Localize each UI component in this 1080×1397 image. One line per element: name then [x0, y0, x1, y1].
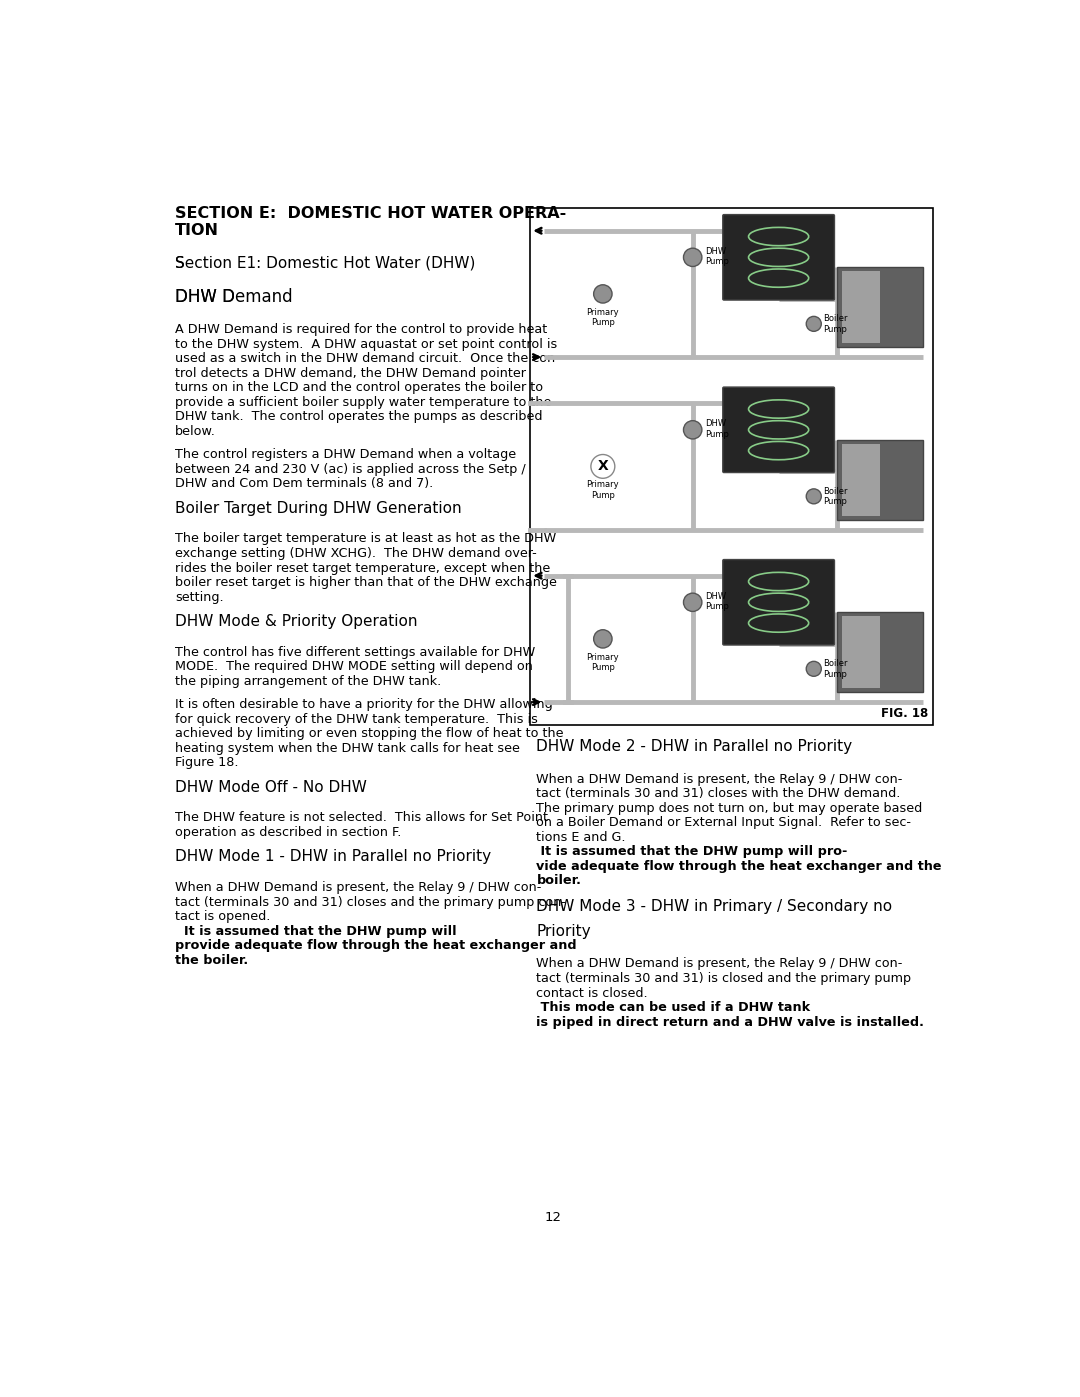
Text: tact is opened.: tact is opened.: [175, 911, 271, 923]
Text: heating system when the DHW tank calls for heat see: heating system when the DHW tank calls f…: [175, 742, 521, 754]
Text: Primary
Pump: Primary Pump: [586, 652, 619, 672]
Circle shape: [684, 594, 702, 612]
Text: S: S: [175, 256, 185, 271]
Text: When a DHW Demand is present, the Relay 9 / DHW con-: When a DHW Demand is present, the Relay …: [537, 957, 903, 971]
Text: X: X: [597, 460, 608, 474]
Text: DHW Mode 1 - DHW in Parallel no Priority: DHW Mode 1 - DHW in Parallel no Priority: [175, 849, 491, 865]
Text: trol detects a DHW demand, the DHW Demand pointer: trol detects a DHW demand, the DHW Deman…: [175, 366, 526, 380]
Text: tact (terminals 30 and 31) is closed and the primary pump: tact (terminals 30 and 31) is closed and…: [537, 972, 912, 985]
FancyBboxPatch shape: [723, 560, 835, 645]
Circle shape: [807, 661, 821, 676]
Text: Boiler Target During DHW Generation: Boiler Target During DHW Generation: [175, 500, 462, 515]
Text: DHW Demand: DHW Demand: [175, 288, 293, 306]
Text: turns on in the LCD and the control operates the boiler to: turns on in the LCD and the control oper…: [175, 381, 543, 394]
Circle shape: [684, 420, 702, 439]
Text: It is often desirable to have a priority for the DHW allowing: It is often desirable to have a priority…: [175, 698, 553, 711]
Text: DHW and Com Dem terminals (8 and 7).: DHW and Com Dem terminals (8 and 7).: [175, 478, 433, 490]
Text: The DHW feature is not selected.  This allows for Set Point: The DHW feature is not selected. This al…: [175, 812, 549, 824]
Text: Figure 18.: Figure 18.: [175, 756, 239, 770]
Bar: [841, 616, 880, 689]
Bar: [837, 440, 923, 520]
Text: MODE.  The required DHW MODE setting will depend on: MODE. The required DHW MODE setting will…: [175, 661, 534, 673]
Text: operation as described in section F.: operation as described in section F.: [175, 826, 402, 840]
Circle shape: [594, 630, 612, 648]
Text: the boiler.: the boiler.: [175, 954, 248, 967]
Text: tact (terminals 30 and 31) closes with the DHW demand.: tact (terminals 30 and 31) closes with t…: [537, 787, 901, 800]
Text: SECTION E:  DOMESTIC HOT WATER OPERA-: SECTION E: DOMESTIC HOT WATER OPERA-: [175, 207, 567, 221]
Text: It is assumed that the DHW pump will pro-: It is assumed that the DHW pump will pro…: [537, 845, 848, 858]
Bar: [837, 612, 923, 692]
Text: DHW
Pump: DHW Pump: [704, 592, 729, 610]
Bar: [530, 208, 933, 725]
Text: tions E and G.: tions E and G.: [537, 831, 626, 844]
Circle shape: [591, 454, 615, 478]
Text: DHW
Pump: DHW Pump: [704, 247, 729, 265]
Text: DHW tank.  The control operates the pumps as described: DHW tank. The control operates the pumps…: [175, 411, 543, 423]
Bar: [837, 267, 923, 346]
Text: The control has five different settings available for DHW: The control has five different settings …: [175, 645, 536, 659]
Text: TION: TION: [175, 222, 219, 237]
Text: provide adequate flow through the heat exchanger and: provide adequate flow through the heat e…: [175, 939, 577, 953]
Text: vide adequate flow through the heat exchanger and the: vide adequate flow through the heat exch…: [537, 861, 942, 873]
FancyBboxPatch shape: [723, 387, 835, 472]
Text: Priority: Priority: [537, 923, 591, 939]
Text: DHW Mode 3 - DHW in Primary / Secondary no: DHW Mode 3 - DHW in Primary / Secondary …: [537, 900, 892, 914]
Text: 12: 12: [545, 1211, 562, 1224]
Text: When a DHW Demand is present, the Relay 9 / DHW con-: When a DHW Demand is present, the Relay …: [537, 773, 903, 785]
Circle shape: [807, 489, 821, 504]
Circle shape: [807, 316, 821, 331]
Text: DHW Mode 2 - DHW in Parallel no Priority: DHW Mode 2 - DHW in Parallel no Priority: [537, 739, 852, 754]
Text: provide a sufficient boiler supply water temperature to the: provide a sufficient boiler supply water…: [175, 395, 552, 409]
Text: DHW Mode & Priority Operation: DHW Mode & Priority Operation: [175, 613, 418, 629]
Text: boiler reset target is higher than that of the DHW exchange: boiler reset target is higher than that …: [175, 576, 557, 590]
Text: Boiler
Pump: Boiler Pump: [824, 486, 848, 506]
Text: When a DHW Demand is present, the Relay 9 / DHW con-: When a DHW Demand is present, the Relay …: [175, 882, 542, 894]
Text: rides the boiler reset target temperature, except when the: rides the boiler reset target temperatur…: [175, 562, 551, 574]
Text: DHW
Pump: DHW Pump: [704, 419, 729, 439]
Text: between 24 and 230 V (ac) is applied across the Setp /: between 24 and 230 V (ac) is applied acr…: [175, 462, 526, 476]
Text: contact is closed.: contact is closed.: [537, 986, 648, 999]
Bar: [841, 271, 880, 344]
Text: achieved by limiting or even stopping the flow of heat to the: achieved by limiting or even stopping th…: [175, 728, 564, 740]
Text: FIG. 18: FIG. 18: [881, 707, 929, 719]
Text: Boiler
Pump: Boiler Pump: [824, 314, 848, 334]
Text: Section E1: Domestic Hot Water (DHW): Section E1: Domestic Hot Water (DHW): [175, 256, 475, 271]
Text: It is assumed that the DHW pump will: It is assumed that the DHW pump will: [175, 925, 457, 937]
Text: The boiler target temperature is at least as hot as the DHW: The boiler target temperature is at leas…: [175, 532, 556, 545]
Text: for quick recovery of the DHW tank temperature.  This is: for quick recovery of the DHW tank tempe…: [175, 712, 538, 725]
FancyBboxPatch shape: [723, 215, 835, 300]
Bar: [841, 444, 880, 515]
Text: The primary pump does not turn on, but may operate based: The primary pump does not turn on, but m…: [537, 802, 922, 814]
Text: to the DHW system.  A DHW aquastat or set point control is: to the DHW system. A DHW aquastat or set…: [175, 338, 557, 351]
Text: exchange setting (DHW XCHG).  The DHW demand over-: exchange setting (DHW XCHG). The DHW dem…: [175, 548, 537, 560]
Text: boiler.: boiler.: [537, 875, 581, 887]
Text: The control registers a DHW Demand when a voltage: The control registers a DHW Demand when …: [175, 448, 516, 461]
Text: the piping arrangement of the DHW tank.: the piping arrangement of the DHW tank.: [175, 675, 442, 687]
Text: This mode can be used if a DHW tank: This mode can be used if a DHW tank: [537, 1002, 811, 1014]
Text: tact (terminals 30 and 31) closes and the primary pump con-: tact (terminals 30 and 31) closes and th…: [175, 895, 566, 908]
Text: used as a switch in the DHW demand circuit.  Once the con-: used as a switch in the DHW demand circu…: [175, 352, 561, 365]
Text: Primary
Pump: Primary Pump: [586, 481, 619, 500]
Text: below.: below.: [175, 425, 216, 437]
Text: Boiler
Pump: Boiler Pump: [824, 659, 848, 679]
Text: Primary
Pump: Primary Pump: [586, 307, 619, 327]
Circle shape: [594, 285, 612, 303]
Text: DHW Mode Off - No DHW: DHW Mode Off - No DHW: [175, 780, 367, 795]
Text: A DHW Demand is required for the control to provide heat: A DHW Demand is required for the control…: [175, 323, 548, 337]
Text: setting.: setting.: [175, 591, 224, 604]
Text: DHW D: DHW D: [175, 288, 235, 306]
Circle shape: [684, 249, 702, 267]
Text: on a Boiler Demand or External Input Signal.  Refer to sec-: on a Boiler Demand or External Input Sig…: [537, 816, 912, 830]
Text: is piped in direct return and a DHW valve is installed.: is piped in direct return and a DHW valv…: [537, 1016, 924, 1028]
